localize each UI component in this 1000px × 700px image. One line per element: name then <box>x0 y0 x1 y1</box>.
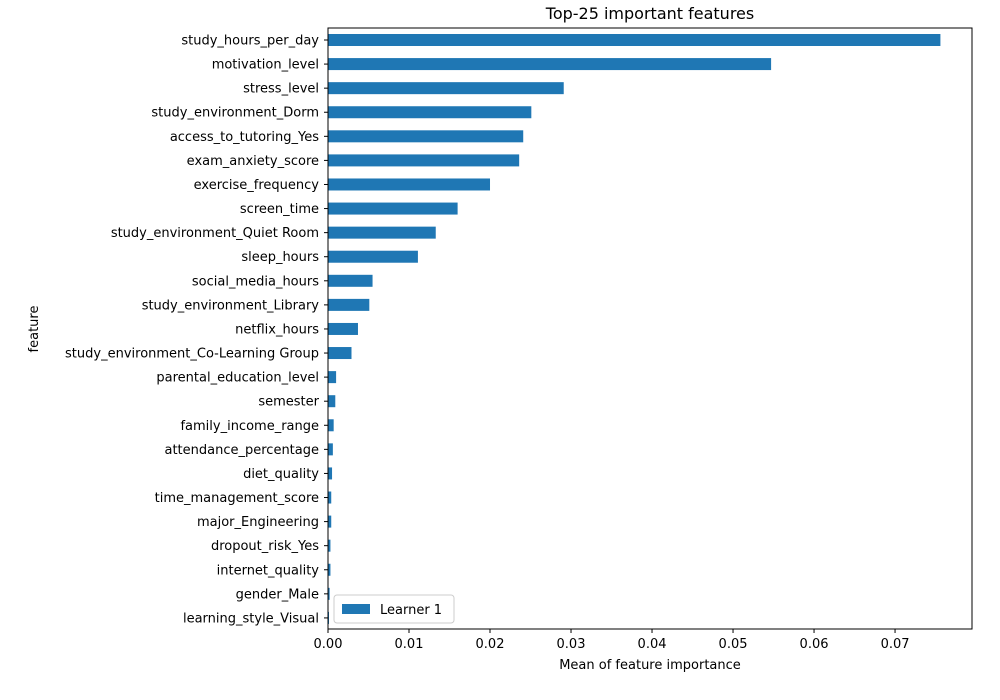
y-tick-label: social_media_hours <box>192 274 319 289</box>
bar-9 <box>328 226 436 239</box>
bar-16 <box>328 395 336 408</box>
x-tick-label: 0.00 <box>314 637 343 652</box>
y-tick-label: diet_quality <box>243 467 319 482</box>
y-tick-label: exercise_frequency <box>194 178 320 193</box>
bar-15 <box>328 371 337 384</box>
x-tick-label: 0.06 <box>800 637 829 652</box>
bar-10 <box>328 250 418 263</box>
y-tick-label: exam_anxiety_score <box>187 154 319 169</box>
y-tick-label: gender_Male <box>236 587 319 602</box>
x-tick-label: 0.04 <box>638 637 667 652</box>
bar-23 <box>328 563 331 576</box>
y-tick-label: major_Engineering <box>197 515 319 530</box>
y-tick-label: internet_quality <box>217 563 320 578</box>
bar-5 <box>328 130 524 143</box>
y-tick-label: stress_level <box>243 82 319 97</box>
x-tick-label: 0.03 <box>557 637 586 652</box>
bar-20 <box>328 491 332 504</box>
y-tick-label: time_management_score <box>155 491 319 506</box>
y-tick-label: netflix_hours <box>235 322 319 337</box>
y-tick-label: study_environment_Quiet Room <box>111 226 319 241</box>
y-tick-label: study_environment_Library <box>142 298 320 313</box>
legend-label: Learner 1 <box>380 603 442 618</box>
legend: Learner 1 <box>333 594 455 624</box>
bar-17 <box>328 419 334 432</box>
chart-title: Top-25 important features <box>545 4 754 23</box>
bar-18 <box>328 443 333 456</box>
bar-3 <box>328 82 564 95</box>
x-tick-label: 0.01 <box>395 637 424 652</box>
bar-21 <box>328 515 332 528</box>
y-ticks-group: study_hours_per_day motivation_levelstres… <box>65 34 328 626</box>
y-tick-label: family_income_range <box>180 419 319 434</box>
y-tick-label: sleep_hours <box>241 250 319 265</box>
y-tick-label: attendance_percentage <box>164 443 319 458</box>
y-tick-label: study_environment_Dorm <box>151 106 319 121</box>
bar-22 <box>328 539 331 552</box>
y-tick-label: study_hours_per_day <box>181 34 319 49</box>
y-tick-label: learning_style_Visual <box>183 611 319 626</box>
bar-4 <box>328 106 532 119</box>
x-tick-label: 0.07 <box>881 637 910 652</box>
y-tick-label: dropout_risk_Yes <box>211 539 319 554</box>
x-axis-label: Mean of feature importance <box>559 658 741 673</box>
y-tick-label: parental_education_level <box>156 371 319 386</box>
bar-2 <box>328 58 772 71</box>
bar-11 <box>328 274 373 287</box>
bars-group <box>328 34 941 624</box>
bar-19 <box>328 467 333 480</box>
x-ticks-group: 0.00 0.01 0.02 0.03 0.04 0.05 0.06 0.07 <box>314 629 910 652</box>
legend-swatch <box>342 604 370 614</box>
y-tick-label: access_to_tutoring_Yes <box>170 130 319 145</box>
y-tick-label: study_environment_Co-Learning Group <box>65 347 319 362</box>
x-tick-label: 0.05 <box>719 637 748 652</box>
legend-frame <box>333 594 455 624</box>
bar-14 <box>328 347 352 360</box>
bar-7 <box>328 178 491 191</box>
y-axis-label: feature <box>27 306 42 353</box>
x-tick-label: 0.02 <box>476 637 505 652</box>
bar-1 <box>328 34 941 46</box>
y-tick-label: motivation_level <box>212 58 319 73</box>
bar-13 <box>328 322 358 335</box>
y-tick-label: screen_time <box>240 202 319 217</box>
bar-24 <box>328 587 330 600</box>
bar-8 <box>328 202 458 215</box>
bar-6 <box>328 154 520 167</box>
plot-frame <box>327 27 973 630</box>
bar-12 <box>328 298 370 311</box>
y-tick-label: semester <box>258 395 319 410</box>
